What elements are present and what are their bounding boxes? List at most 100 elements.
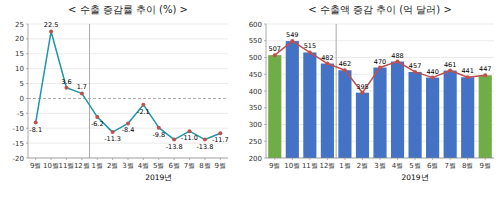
x-tick [467, 158, 468, 160]
y-tick-label: 450 [249, 71, 262, 79]
point-marker [396, 60, 400, 64]
bar [268, 55, 281, 158]
x-tick [380, 158, 381, 160]
bar [373, 68, 386, 158]
x-tick-label: 3월 [122, 162, 133, 170]
point-marker [49, 29, 53, 33]
data-label: -9.8 [152, 131, 165, 139]
x-tick [485, 158, 486, 160]
y-axis [28, 24, 29, 158]
x-tick-label: 5월 [153, 162, 164, 170]
x-tick [174, 158, 175, 160]
data-label: 515 [304, 42, 316, 50]
chart-title: < 수출 증감률 추이 (%) > [68, 4, 188, 15]
point-marker [126, 121, 130, 125]
data-label: -2.1 [137, 108, 150, 116]
year-label: 2019년 [402, 173, 429, 182]
x-tick-label: 8월 [199, 162, 210, 170]
bar [356, 93, 369, 158]
data-label: 488 [391, 52, 403, 60]
point-marker [466, 75, 470, 79]
x-tick [204, 158, 205, 160]
point-marker [218, 131, 222, 135]
point-marker [308, 50, 312, 54]
x-tick-label: 10월 [43, 162, 59, 170]
x-tick [397, 158, 398, 160]
bar [426, 78, 439, 158]
point-marker [172, 138, 176, 142]
y-tick-label: 5 [20, 80, 24, 88]
data-label: 461 [444, 61, 456, 69]
y-tick-label: -15 [13, 140, 24, 148]
point-marker [431, 76, 435, 80]
grid-line [28, 68, 228, 69]
data-label: 441 [461, 67, 473, 75]
data-label: -8.4 [122, 126, 135, 134]
y-tick-label: 250 [249, 138, 262, 146]
x-tick-label: 9월 [269, 162, 280, 170]
bar [444, 71, 457, 158]
year-divider [89, 24, 90, 158]
grid-line [266, 24, 494, 25]
bar [479, 75, 492, 158]
grid-line [28, 98, 228, 99]
point-marker [203, 138, 207, 142]
page: {"chart_data": [ {"type": "line", "title… [0, 0, 500, 200]
y-tick-label: 550 [249, 37, 262, 45]
bar [409, 72, 422, 158]
x-tick [450, 158, 451, 160]
bar [303, 52, 316, 158]
y-tick-label: 25 [15, 21, 24, 29]
y-tick-label: 20 [15, 35, 24, 43]
point-marker [360, 91, 364, 95]
point-marker [34, 121, 38, 125]
line [36, 31, 221, 139]
x-tick [128, 158, 129, 160]
x-tick [292, 158, 293, 160]
y-tick-label: 200 [249, 155, 262, 163]
x-tick [344, 158, 345, 160]
marks [34, 24, 223, 158]
data-label: 457 [409, 62, 421, 70]
x-tick-label: 7월 [444, 162, 455, 170]
point-marker [483, 73, 487, 77]
data-label: -6.2 [91, 120, 104, 128]
point-marker [111, 130, 115, 134]
x-tick [143, 158, 144, 160]
x-tick [66, 158, 67, 160]
x-tick [309, 158, 310, 160]
data-label: -8.1 [29, 126, 42, 134]
y-tick-label: 350 [249, 104, 262, 112]
year-label: 2019년 [145, 173, 172, 182]
bar [286, 41, 299, 158]
data-label: 22.5 [44, 21, 58, 29]
x-tick [158, 158, 159, 160]
data-label: 395 [356, 83, 368, 91]
x-tick-label: 11월 [302, 162, 318, 170]
year-divider [336, 24, 337, 158]
x-tick-label: 2월 [107, 162, 118, 170]
x-tick [432, 158, 433, 160]
data-label: 3.6 [61, 78, 71, 86]
x-tick-label: 4월 [138, 162, 149, 170]
x-tick-label: 1월 [91, 162, 102, 170]
data-label: 507 [269, 45, 281, 53]
data-label: -13.8 [166, 143, 183, 151]
x-tick-label: 9월 [30, 162, 41, 170]
bar [461, 77, 474, 158]
y-tick-label: 10 [15, 65, 24, 73]
x-tick [220, 158, 221, 160]
x-tick [97, 158, 98, 160]
grid-line [266, 40, 494, 41]
bar [391, 62, 404, 158]
bar [321, 64, 334, 158]
point-marker [273, 53, 277, 57]
point-marker [95, 115, 99, 119]
x-tick-label: 1월 [339, 162, 350, 170]
grid-line [28, 83, 228, 84]
x-tick [274, 158, 275, 160]
data-label: 470 [374, 58, 386, 66]
x-tick-label: 4월 [392, 162, 403, 170]
x-tick-label: 6월 [168, 162, 179, 170]
point-marker [141, 103, 145, 107]
